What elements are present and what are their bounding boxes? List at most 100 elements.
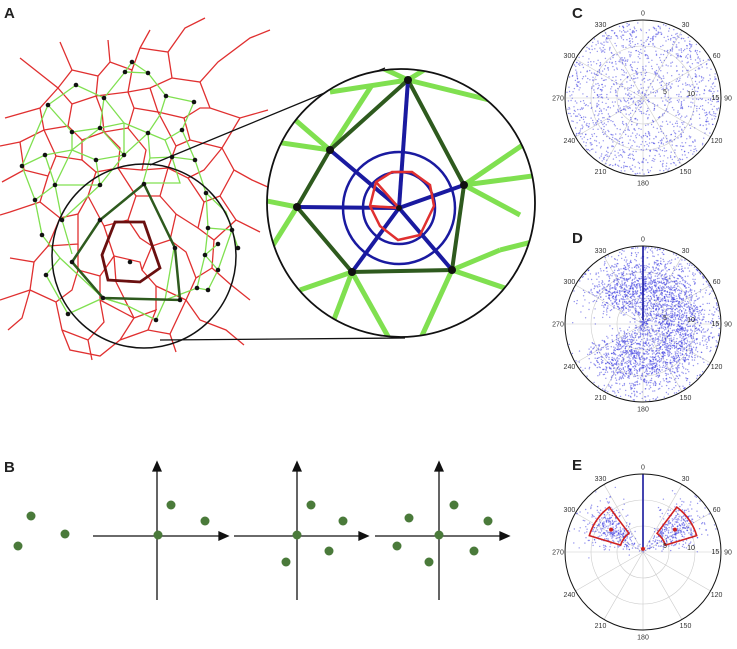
polar-d-point — [697, 317, 699, 319]
polar-d-point — [621, 277, 623, 279]
polar-d-point — [601, 291, 604, 293]
polar-c-point — [574, 127, 577, 129]
polar-d-point — [640, 378, 642, 381]
polar-c-point — [600, 63, 602, 65]
polar-d-point — [672, 289, 674, 291]
polar-c-point — [699, 60, 701, 62]
polar-d-point — [572, 322, 574, 324]
polar-d-point — [670, 372, 672, 375]
polar-c-point — [653, 35, 655, 37]
polar-c-point — [708, 112, 710, 114]
polar-c-point — [595, 122, 597, 124]
polar-d-point — [652, 360, 654, 363]
polar-c-point — [622, 131, 625, 133]
polar-e-point — [684, 517, 687, 520]
polar-d-point — [621, 298, 623, 300]
polar-d-point — [606, 307, 608, 309]
polar-c-point — [592, 122, 594, 124]
polar-d-point — [669, 348, 671, 350]
polar-c-point — [659, 28, 661, 30]
polar-d-point — [628, 290, 630, 293]
polar-d-point — [656, 272, 659, 274]
polar-d-point — [705, 343, 707, 346]
polar-d-point — [660, 289, 662, 292]
polar-d-point — [644, 284, 646, 286]
polar-d-radius-label: 10 — [687, 317, 695, 324]
polar-d-point — [628, 262, 630, 265]
polar-d-point — [660, 360, 662, 362]
polar-c-point — [665, 40, 667, 42]
polar-c-point — [608, 76, 610, 78]
polar-d-point — [664, 327, 667, 329]
polar-c-point — [640, 97, 642, 99]
polar-d-point — [672, 253, 675, 255]
polar-d-point — [673, 329, 676, 331]
polar-d-point — [673, 320, 676, 322]
polar-e-point — [573, 542, 575, 544]
polar-d-point — [672, 361, 674, 363]
polar-c-point — [602, 117, 604, 119]
polar-c-point — [661, 149, 664, 152]
polar-d-point — [655, 358, 657, 360]
polar-e-point — [655, 544, 657, 547]
polar-c-point — [603, 35, 605, 37]
polar-c-point — [660, 125, 662, 127]
polar-d-point — [690, 306, 692, 308]
polar-c-point — [622, 34, 625, 36]
polar-d-point — [662, 303, 664, 306]
polar-d-point — [611, 275, 613, 277]
polar-d-point — [611, 328, 614, 330]
polar-d-point — [628, 270, 630, 272]
polar-d-point — [626, 259, 628, 261]
polar-d-point — [670, 300, 673, 302]
polar-e-point — [628, 554, 630, 556]
polar-c-point — [601, 77, 603, 80]
polar-c-point — [619, 137, 621, 140]
polar-d-point — [707, 363, 709, 366]
polar-c-point — [670, 37, 672, 40]
polar-d-point — [675, 304, 677, 306]
polar-c-point — [567, 108, 569, 111]
polar-d-point — [649, 362, 651, 365]
polar-d-point — [600, 358, 603, 361]
polar-c-point — [658, 74, 660, 77]
polar-d-point — [596, 285, 598, 287]
polar-d-point — [672, 293, 675, 295]
polar-d-point — [658, 321, 661, 323]
polar-e-point — [615, 530, 617, 532]
polar-c-point — [656, 63, 658, 66]
polar-d-point — [667, 300, 669, 303]
polar-d-point — [670, 320, 672, 322]
polar-c-point — [676, 57, 678, 59]
polar-d-point — [643, 321, 645, 324]
polar-c-point — [581, 63, 583, 66]
polar-c-point — [585, 50, 587, 52]
panel-label-d: D — [572, 230, 583, 247]
polar-d-point — [664, 334, 666, 337]
polar-e-point — [590, 506, 592, 508]
polar-d-point — [670, 287, 672, 289]
polar-c-point — [644, 94, 646, 97]
polar-d-point — [647, 265, 649, 268]
polar-c-point — [676, 120, 678, 122]
polar-c-point — [694, 69, 697, 72]
polar-d-point — [654, 285, 656, 288]
polar-d-point — [617, 283, 619, 285]
polar-c-point — [576, 115, 579, 117]
polar-d-point — [699, 373, 701, 376]
polar-d-point — [650, 279, 652, 281]
polar-d-point — [629, 373, 632, 376]
polar-d-point — [637, 329, 639, 331]
polar-d-point — [639, 347, 641, 350]
polar-d-point — [628, 326, 630, 328]
polar-c-point — [635, 135, 637, 137]
polar-c-point — [691, 44, 693, 46]
polar-c-point — [629, 107, 631, 109]
polar-c-point — [619, 30, 621, 32]
polar-d-point — [615, 284, 617, 286]
polar-d-point — [699, 342, 701, 344]
polar-d-point — [619, 355, 621, 357]
polar-d-point — [670, 312, 672, 315]
polar-d-point — [613, 348, 615, 351]
polar-c-point — [690, 58, 692, 60]
